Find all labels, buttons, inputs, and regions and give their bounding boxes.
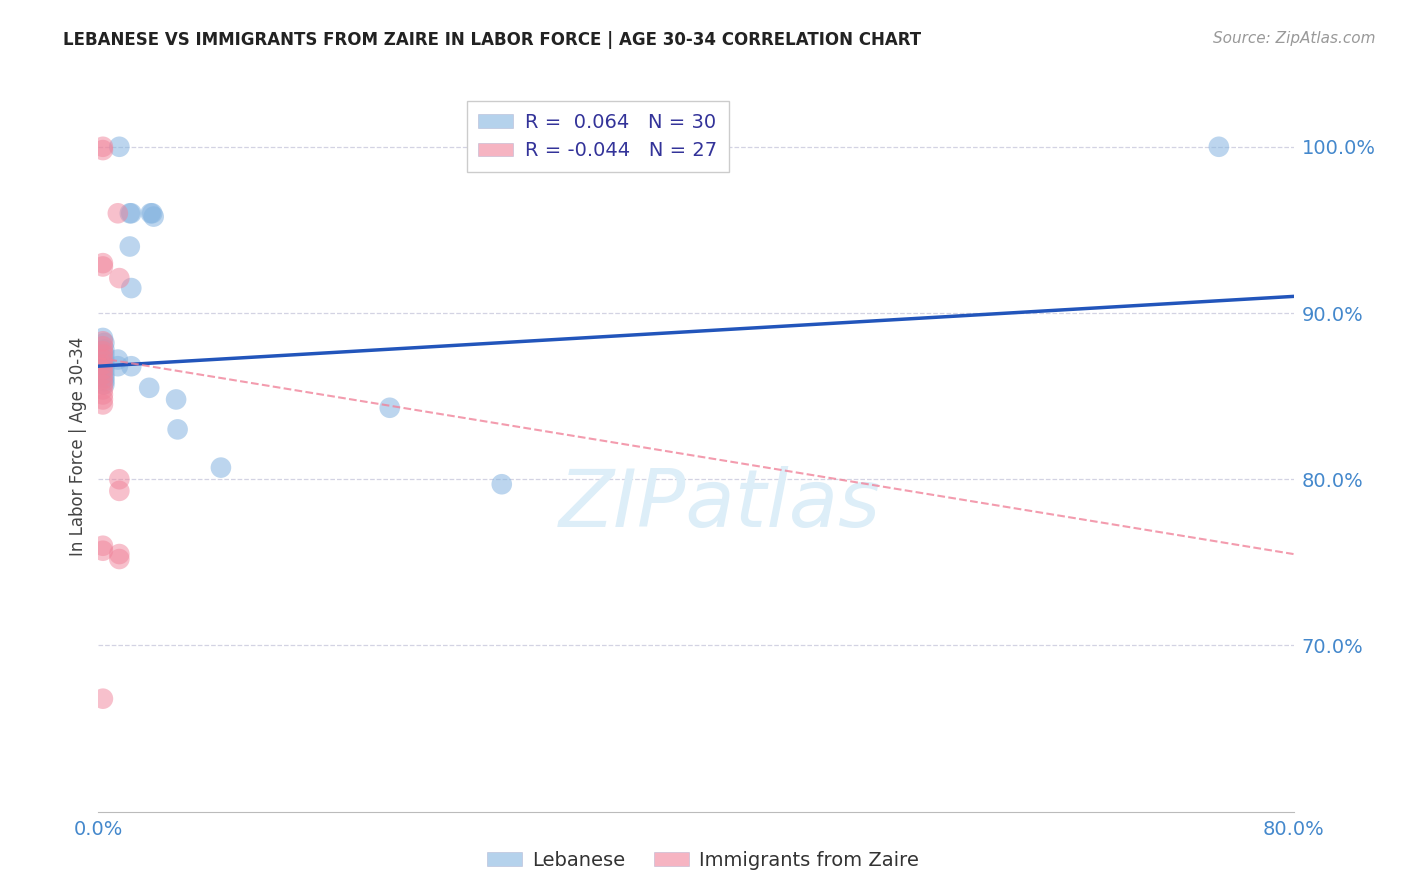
Point — [118, 206, 141, 220]
Point — [93, 359, 115, 374]
Point — [120, 359, 142, 374]
Point — [91, 387, 114, 401]
Point — [93, 377, 115, 392]
Legend: R =  0.064   N = 30, R = -0.044   N = 27: R = 0.064 N = 30, R = -0.044 N = 27 — [467, 101, 728, 172]
Point — [108, 547, 131, 561]
Point — [91, 143, 114, 157]
Text: LEBANESE VS IMMIGRANTS FROM ZAIRE IN LABOR FORCE | AGE 30-34 CORRELATION CHART: LEBANESE VS IMMIGRANTS FROM ZAIRE IN LAB… — [63, 31, 921, 49]
Point — [108, 271, 131, 285]
Point — [91, 691, 114, 706]
Point — [93, 343, 115, 357]
Point — [107, 352, 129, 367]
Text: Source: ZipAtlas.com: Source: ZipAtlas.com — [1212, 31, 1375, 46]
Point — [491, 477, 513, 491]
Point — [93, 368, 115, 382]
Point — [108, 483, 131, 498]
Point — [91, 334, 114, 349]
Point — [107, 359, 129, 374]
Text: ZIPatlas: ZIPatlas — [558, 466, 882, 543]
Point — [93, 374, 115, 388]
Point — [91, 256, 114, 270]
Point — [142, 210, 165, 224]
Point — [108, 552, 131, 566]
Point — [91, 368, 114, 382]
Point — [93, 348, 115, 362]
Y-axis label: In Labor Force | Age 30-34: In Labor Force | Age 30-34 — [69, 336, 87, 556]
Point — [120, 281, 142, 295]
Point — [1208, 140, 1230, 154]
Point — [91, 348, 114, 362]
Point — [91, 383, 114, 397]
Point — [91, 260, 114, 274]
Point — [91, 362, 114, 376]
Point — [138, 381, 160, 395]
Point — [118, 239, 141, 253]
Point — [91, 140, 114, 154]
Point — [108, 140, 131, 154]
Point — [378, 401, 401, 415]
Point — [91, 339, 114, 353]
Point — [166, 422, 188, 436]
Point — [91, 392, 114, 407]
Point — [93, 371, 115, 385]
Point — [141, 206, 163, 220]
Point — [93, 352, 115, 367]
Point — [139, 206, 162, 220]
Point — [209, 460, 232, 475]
Point — [120, 206, 142, 220]
Point — [91, 331, 114, 345]
Point — [91, 344, 114, 359]
Point — [91, 358, 114, 372]
Point — [93, 335, 115, 350]
Point — [91, 397, 114, 411]
Point — [165, 392, 187, 407]
Point — [91, 372, 114, 386]
Point — [93, 356, 115, 370]
Point — [91, 539, 114, 553]
Point — [108, 472, 131, 486]
Point — [107, 206, 129, 220]
Point — [91, 543, 114, 558]
Point — [91, 377, 114, 392]
Point — [93, 362, 115, 376]
Legend: Lebanese, Immigrants from Zaire: Lebanese, Immigrants from Zaire — [479, 843, 927, 878]
Point — [91, 352, 114, 367]
